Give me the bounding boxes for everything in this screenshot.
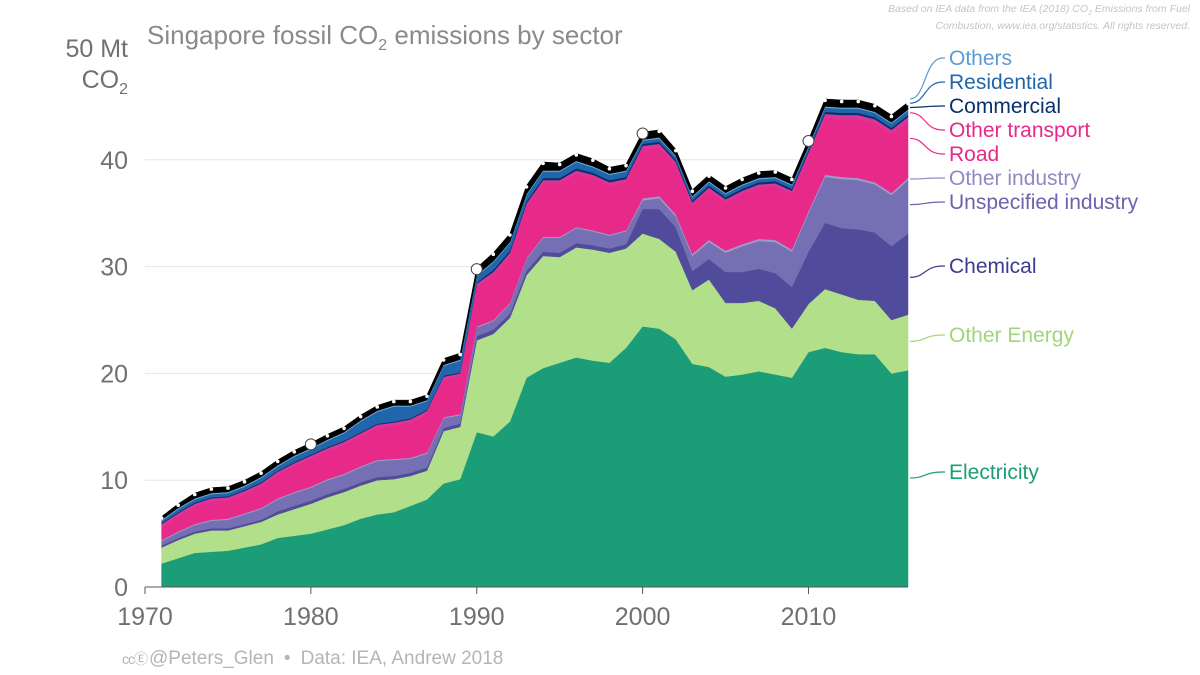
total-point (873, 103, 877, 108)
total-point (541, 161, 545, 166)
legend-label: Other Energy (949, 324, 1074, 347)
decade-marker-1980 (304, 438, 317, 451)
total-point (723, 186, 728, 190)
legend-label: Other transport (949, 119, 1090, 142)
total-point (906, 101, 910, 106)
total-point (259, 471, 263, 475)
total-point (856, 99, 861, 104)
total-point (242, 479, 247, 484)
total-point (508, 233, 512, 237)
total-point (839, 99, 844, 104)
total-point (673, 148, 678, 153)
total-point (392, 399, 396, 404)
y-tick-label: 20 (100, 360, 128, 388)
x-tick-label: 1980 (283, 603, 339, 631)
creative-commons-icon: ccⒺ (122, 651, 148, 667)
total-point (441, 358, 446, 362)
legend-label: Electricity (949, 461, 1039, 484)
total-point (740, 177, 744, 182)
chart-title: Singapore fossil CO2 emissions by sector (147, 20, 623, 54)
legend-leader-line (909, 57, 945, 100)
x-tick-label: 2000 (615, 603, 671, 631)
decade-marker-2000 (636, 127, 649, 140)
total-point (325, 433, 330, 438)
total-point (690, 189, 695, 194)
total-point (159, 516, 164, 520)
total-point (773, 170, 778, 174)
total-point (275, 459, 280, 464)
author-handle: @Peters_Glen (149, 648, 274, 669)
total-point (574, 153, 579, 157)
total-point (425, 394, 429, 399)
legend-label: Unspecified industry (949, 191, 1139, 214)
x-tick-label: 1990 (449, 603, 505, 631)
stacked-areas (161, 98, 909, 588)
footer-separator: • (283, 648, 291, 669)
x-tick-label: 1970 (117, 603, 173, 631)
y-tick-label: 10 (100, 467, 128, 495)
total-point (889, 114, 894, 119)
total-point (624, 163, 628, 168)
legend-label: Road (949, 143, 999, 166)
area-total-uncategorised (161, 98, 909, 521)
data-credit: Data: IEA, Andrew 2018 (300, 648, 504, 669)
legend-label: Other industry (949, 167, 1081, 190)
total-point (176, 503, 180, 507)
legend-label: Commercial (949, 95, 1061, 118)
total-point (408, 399, 413, 404)
total-point (375, 405, 380, 409)
legend-leader-line (909, 334, 945, 342)
total-point (823, 98, 827, 103)
y-unit-top: 50 Mt (65, 35, 128, 63)
decade-marker-2010 (802, 135, 815, 148)
legend-leader-line (909, 265, 945, 278)
y-tick-label: 40 (100, 147, 128, 175)
total-point (358, 414, 363, 419)
decade-marker-1990 (470, 263, 483, 276)
legend-leader-line (909, 177, 945, 180)
total-point (226, 486, 230, 490)
total-point (524, 185, 529, 189)
legend-leader-line (909, 81, 945, 104)
total-point (292, 449, 297, 454)
total-point (790, 177, 794, 182)
total-point (209, 487, 214, 491)
total-point (657, 129, 661, 134)
total-point (557, 162, 562, 167)
total-point (591, 158, 595, 163)
legend-leader-line (909, 105, 945, 109)
total-point (192, 492, 197, 497)
total-point (607, 166, 612, 171)
year-markers (159, 98, 910, 520)
footer: ccⒺ @Peters_Glen • Data: IEA, Andrew 2018 (122, 648, 503, 670)
y-unit-bottom: CO2 (82, 66, 129, 98)
total-point (756, 171, 761, 175)
legend-leader-line (909, 201, 945, 206)
legend-label: Residential (949, 71, 1053, 94)
legend-leader-line (909, 137, 945, 155)
x-tick-label: 2010 (781, 603, 837, 631)
total-point (458, 352, 462, 357)
y-tick-label: 30 (100, 254, 128, 282)
total-point (707, 174, 711, 179)
legend-label: Others (949, 47, 1012, 70)
total-point (491, 252, 496, 257)
legend-label: Chemical (949, 255, 1037, 278)
legend-leader-line (909, 471, 945, 479)
legend-leader-line (909, 112, 945, 131)
total-point (342, 426, 346, 431)
y-tick-label: 0 (114, 574, 128, 602)
source-note: Based on IEA data from the IEA (2018) CO… (888, 3, 1190, 33)
axes: 0 10 20 30 40 1970 1980 1990 2000 2010 (100, 147, 908, 631)
